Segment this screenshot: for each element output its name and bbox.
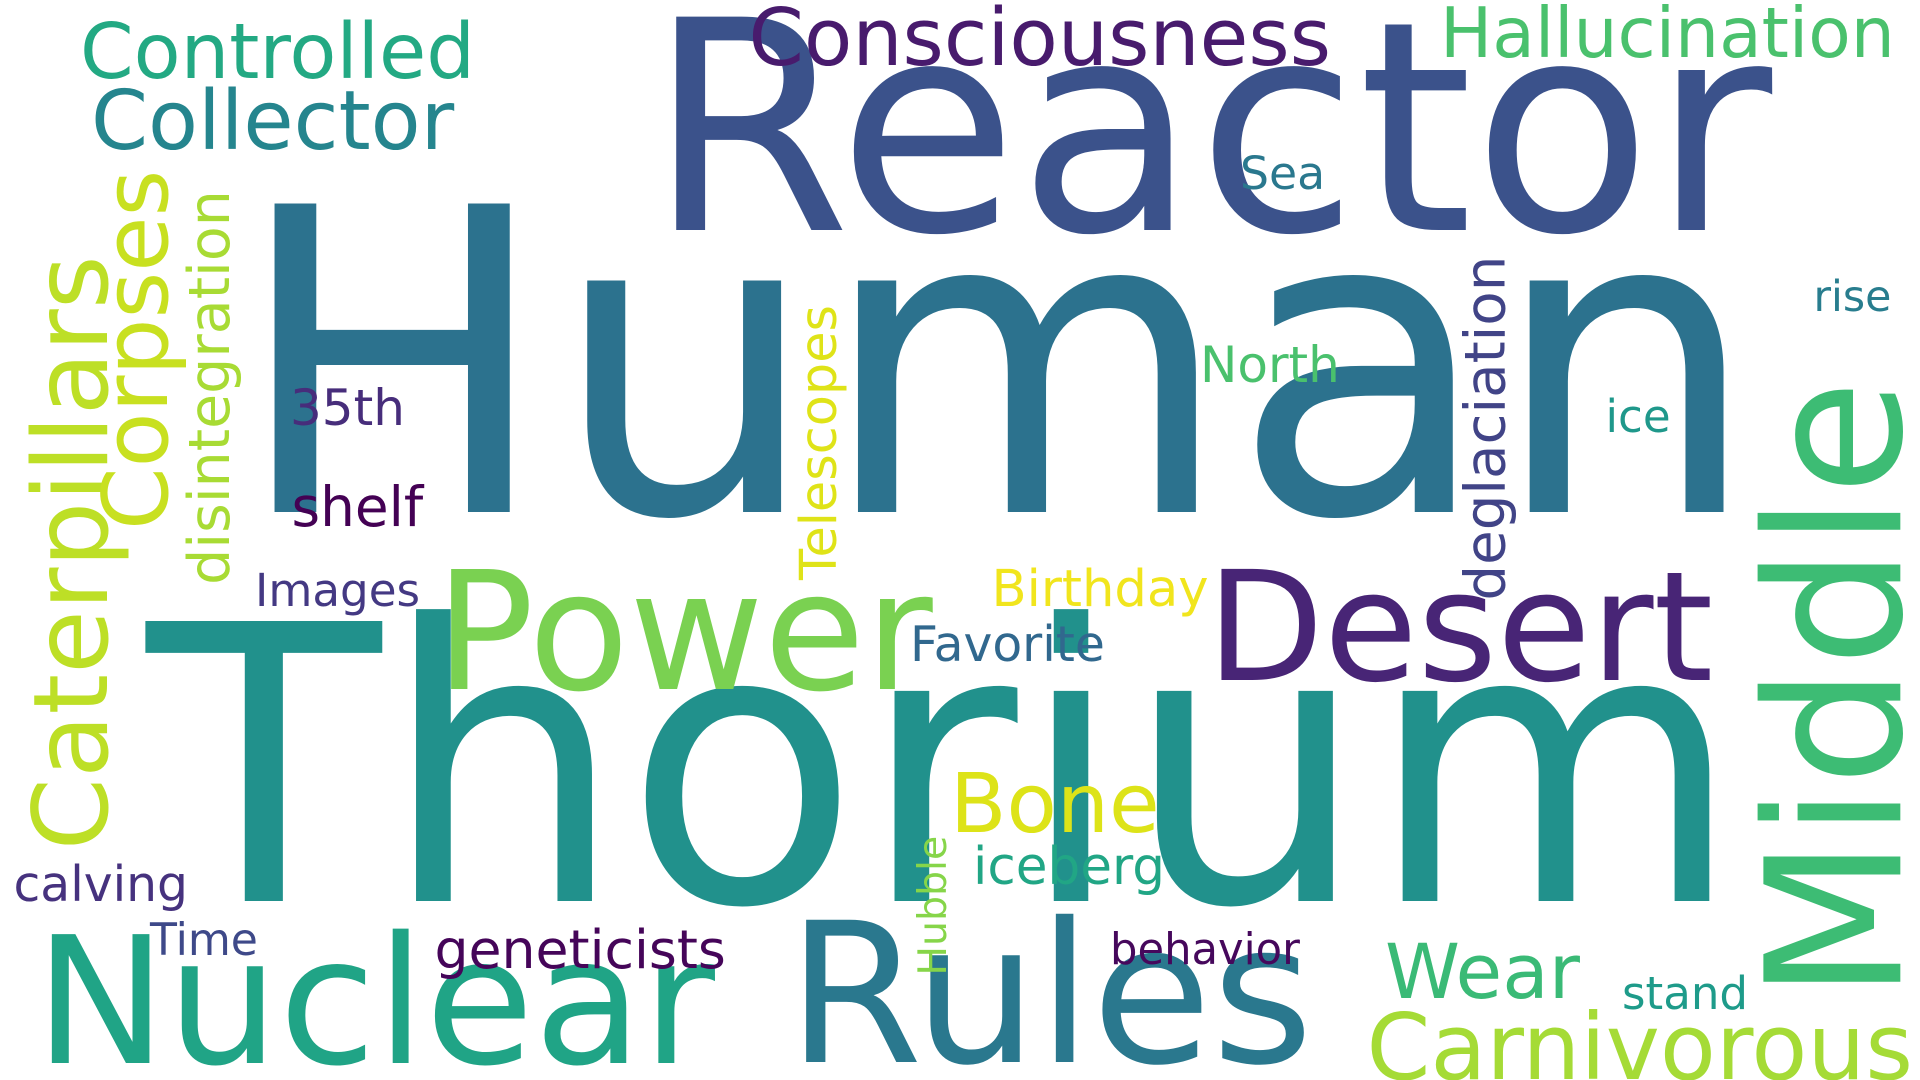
word-power: Power xyxy=(435,536,933,728)
word-stand: stand xyxy=(1622,967,1749,1020)
word-calving: calving xyxy=(13,855,189,913)
word-disintegration: disintegration xyxy=(176,190,243,585)
word-nuclear: Nuclear xyxy=(34,899,716,1080)
word-geneticists: geneticists xyxy=(434,918,726,981)
word-behavior: behavior xyxy=(1110,924,1300,975)
word-middle: Middle xyxy=(1727,379,1920,1001)
word-35th: 35th xyxy=(290,378,405,437)
word-consciousness: Consciousness xyxy=(748,0,1332,84)
word-corpses: Corpses xyxy=(84,169,189,531)
word-wear: Wear xyxy=(1385,927,1580,1016)
word-bone: Bone xyxy=(950,757,1160,852)
word-shelf: shelf xyxy=(291,475,424,539)
word-thorium: Thorium xyxy=(146,543,1742,992)
word-desert: Desert xyxy=(1206,538,1714,716)
word-time: Time xyxy=(150,915,258,966)
word-deglaciation: deglaciation xyxy=(1452,255,1518,601)
word-ice: ice xyxy=(1605,390,1671,443)
word-rules: Rules xyxy=(787,881,1314,1080)
word-iceberg: iceberg xyxy=(973,836,1166,897)
word-human: Human xyxy=(233,118,1760,612)
word-reactor: Reactor xyxy=(647,0,1773,300)
word-hubble: Hubble xyxy=(910,835,957,976)
word-rise: rise xyxy=(1813,272,1892,322)
word-telescopes: Telescopes xyxy=(789,304,849,580)
word-images: Images xyxy=(255,563,421,617)
word-hallucination: Hallucination xyxy=(1440,0,1895,74)
word-sea: Sea xyxy=(1240,146,1326,200)
word-collector: Collector xyxy=(91,73,455,169)
word-north: North xyxy=(1200,336,1340,394)
word-birthday: Birthday xyxy=(991,558,1209,619)
word-carnivorous: Carnivorous xyxy=(1366,994,1914,1080)
word-favorite: Favorite xyxy=(910,615,1105,673)
word-controlled: Controlled xyxy=(80,8,476,97)
